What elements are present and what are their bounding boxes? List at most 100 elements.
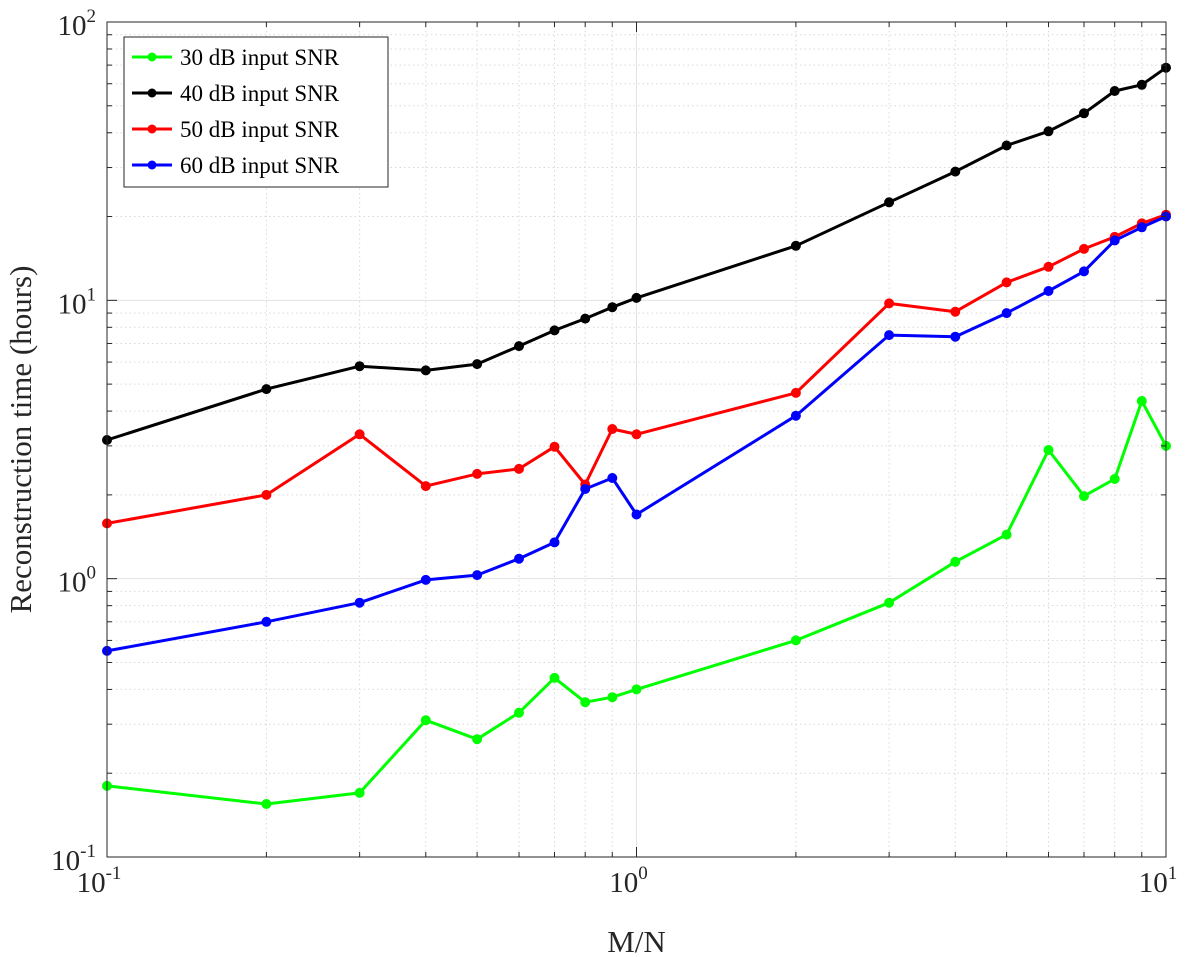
- legend-label: 50 dB input SNR: [180, 117, 340, 142]
- data-point: [549, 441, 560, 452]
- x-tick-label: 10-1: [77, 863, 122, 899]
- data-point: [472, 468, 483, 479]
- data-point: [790, 410, 801, 421]
- legend-marker: [147, 52, 157, 62]
- data-point: [420, 574, 431, 585]
- legend: 30 dB input SNR 40 dB input SNR 50 dB inpu…: [123, 36, 389, 188]
- tick-marks: [106, 21, 1167, 858]
- y-tick-label: 100: [58, 563, 97, 599]
- data-point: [1043, 126, 1054, 137]
- data-point: [790, 635, 801, 646]
- data-point: [261, 799, 272, 809]
- data-point: [580, 697, 591, 708]
- data-point: [472, 359, 483, 370]
- legend-box: [123, 36, 389, 188]
- legend-item: 40 dB input SNR: [132, 81, 340, 106]
- y-tick-label-base: 10: [51, 845, 80, 877]
- legend-label: 30 dB input SNR: [180, 45, 340, 70]
- data-point: [354, 429, 365, 440]
- legend-marker: [147, 160, 157, 170]
- legend-marker: [147, 124, 157, 134]
- data-point: [950, 331, 961, 342]
- y-tick-label-base: 10: [58, 10, 87, 42]
- y-tick-label: 101: [58, 284, 97, 320]
- data-point: [1109, 474, 1120, 484]
- data-point: [1136, 396, 1147, 406]
- data-point: [950, 306, 961, 317]
- data-point: [514, 463, 524, 474]
- data-point: [472, 570, 483, 581]
- x-tick-label: 100: [609, 863, 648, 899]
- data-point: [884, 597, 895, 608]
- x-tick-label-exponent: 0: [638, 863, 648, 884]
- data-point: [1136, 222, 1147, 233]
- data-point: [1109, 86, 1120, 96]
- data-point: [790, 240, 801, 251]
- data-point: [549, 672, 560, 683]
- series-group: [102, 62, 1171, 809]
- data-point: [631, 684, 642, 695]
- y-tick-label-base: 10: [58, 288, 87, 320]
- data-point: [580, 484, 591, 494]
- x-tick-label: 101: [1139, 863, 1178, 899]
- legend-item: 60 dB input SNR: [132, 153, 340, 178]
- data-point: [1001, 529, 1012, 540]
- data-point: [514, 341, 524, 352]
- data-point: [261, 384, 272, 395]
- data-point: [420, 481, 431, 492]
- data-point: [1043, 261, 1054, 272]
- x-tick-label-base: 10: [77, 867, 106, 899]
- data-point: [514, 707, 524, 718]
- data-point: [1043, 286, 1054, 296]
- data-point: [631, 509, 642, 520]
- data-point: [420, 365, 431, 376]
- x-tick-label-exponent: 1: [1168, 863, 1178, 884]
- data-point: [354, 787, 365, 798]
- data-point: [580, 313, 591, 324]
- x-tick-labels: 10-1 100 101: [77, 863, 1178, 899]
- series-4: [102, 211, 1171, 656]
- data-point: [514, 553, 524, 564]
- data-point: [884, 298, 895, 309]
- data-point: [790, 387, 801, 398]
- x-axis-label: M/N: [607, 924, 666, 957]
- legend-label: 60 dB input SNR: [180, 153, 340, 178]
- data-point: [607, 692, 618, 703]
- legend-item: 50 dB input SNR: [132, 117, 340, 142]
- data-point: [607, 302, 618, 313]
- data-point: [1079, 491, 1089, 502]
- data-point: [884, 197, 895, 208]
- data-point: [1043, 445, 1054, 455]
- y-tick-label: 10-1: [51, 841, 96, 877]
- legend-marker: [147, 88, 157, 98]
- data-point: [420, 715, 431, 726]
- data-point: [1001, 277, 1012, 288]
- data-point: [549, 537, 560, 548]
- data-point: [261, 616, 272, 627]
- data-point: [607, 424, 618, 434]
- data-point: [354, 597, 365, 608]
- x-tick-label-exponent: -1: [106, 863, 122, 884]
- data-point: [631, 429, 642, 440]
- y-tick-label-exponent: 0: [87, 563, 97, 584]
- data-point: [950, 166, 961, 177]
- y-tick-label: 102: [58, 6, 97, 42]
- data-point: [607, 473, 618, 483]
- data-point: [472, 734, 483, 745]
- data-point: [884, 330, 895, 341]
- y-tick-label-base: 10: [58, 567, 87, 599]
- y-tick-label-exponent: 1: [87, 284, 97, 305]
- data-point: [1109, 235, 1120, 246]
- legend-label: 40 dB input SNR: [180, 81, 340, 106]
- data-point: [549, 325, 560, 336]
- x-tick-label-base: 10: [1139, 867, 1168, 899]
- data-point: [1001, 308, 1012, 319]
- data-point: [261, 489, 272, 500]
- data-point: [950, 556, 961, 567]
- y-axis-label: Reconstruction time (hours): [3, 266, 38, 614]
- data-point: [1136, 79, 1147, 90]
- data-point: [1079, 108, 1089, 119]
- data-point: [1079, 266, 1089, 277]
